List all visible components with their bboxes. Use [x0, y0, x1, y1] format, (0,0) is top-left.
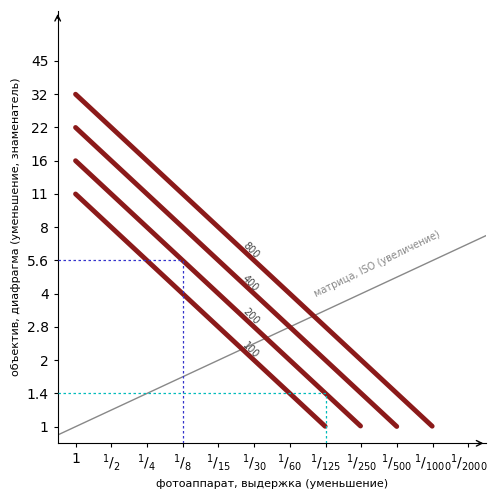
Text: 200: 200: [240, 306, 260, 327]
Text: 400: 400: [240, 274, 260, 293]
X-axis label: фотоаппарат, выдержка (уменьшение): фотоаппарат, выдержка (уменьшение): [156, 479, 388, 489]
Y-axis label: объектив, диафрагма (уменьшение, знаменатель): объектив, диафрагма (уменьшение, знамена…: [11, 78, 21, 376]
Text: 800: 800: [240, 240, 260, 260]
Text: матрица, ISO (увеличение): матрица, ISO (увеличение): [312, 230, 442, 299]
Text: 100: 100: [240, 340, 260, 360]
